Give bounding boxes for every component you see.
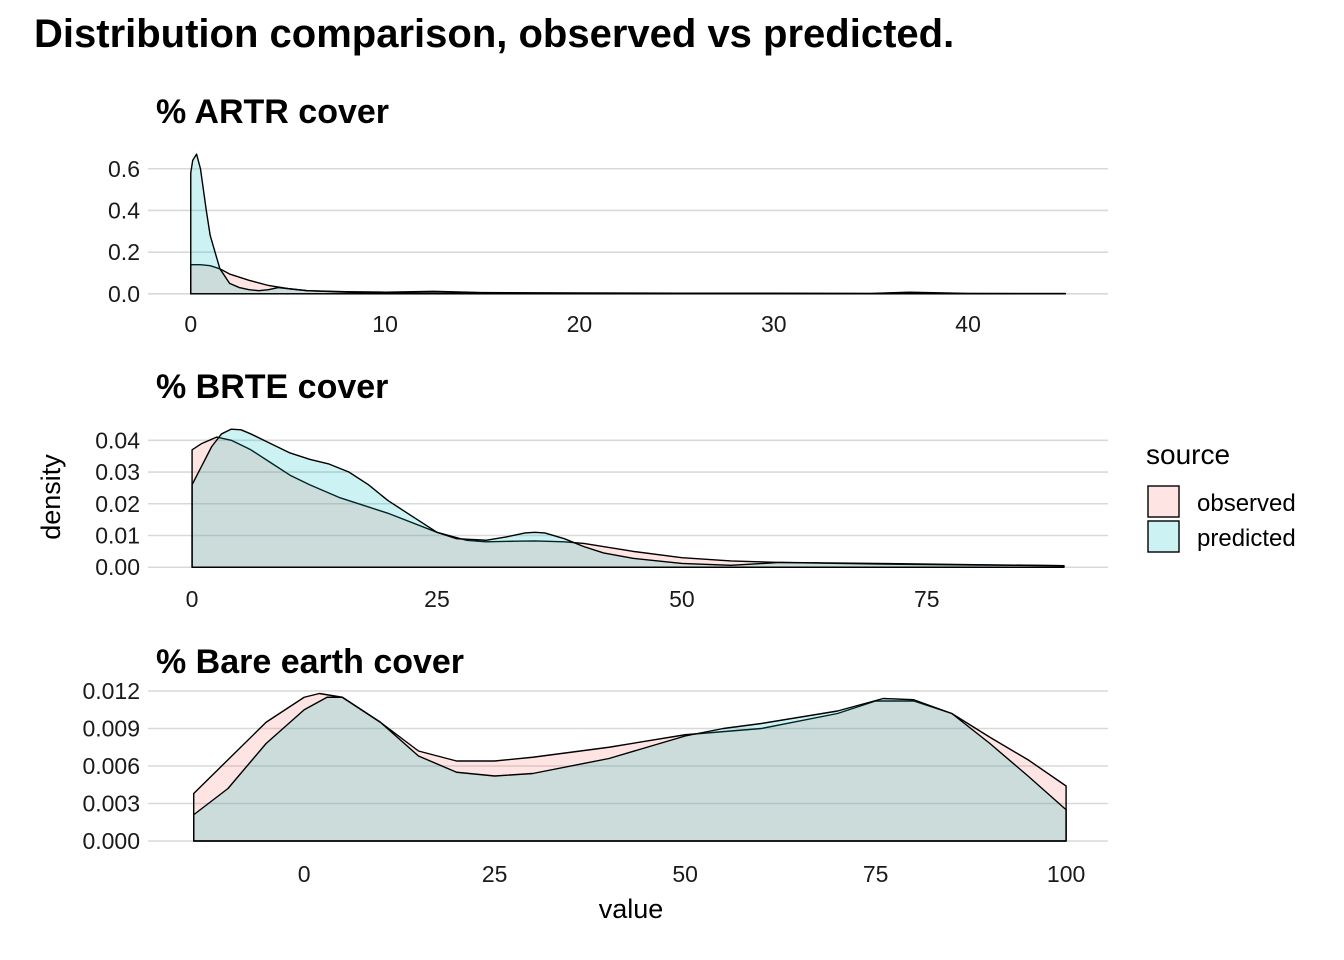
y-tick-label: 0.2 bbox=[108, 239, 140, 265]
y-tick-label: 0.6 bbox=[108, 156, 140, 182]
panel-1: % ARTR cover 0.0 0.2 0.4 0.6 0 10 20 30 40 bbox=[108, 93, 1108, 337]
legend-key-predicted bbox=[1147, 520, 1180, 553]
x-tick-label: 75 bbox=[914, 586, 940, 612]
x-tick-label: 30 bbox=[761, 311, 787, 337]
panel-title: % Bare earth cover bbox=[156, 643, 464, 681]
x-tick-label: 100 bbox=[1047, 861, 1085, 887]
y-axis-title: density bbox=[36, 454, 66, 540]
x-tick-label: 0 bbox=[184, 311, 197, 337]
x-tick-label: 20 bbox=[567, 311, 593, 337]
y-tick-label: 0.03 bbox=[95, 459, 140, 485]
legend-label-predicted: predicted bbox=[1197, 525, 1296, 552]
y-tick-label: 0.0 bbox=[108, 281, 140, 307]
density-area-predicted bbox=[191, 428, 1065, 568]
x-axis-title: value bbox=[599, 894, 664, 924]
density-area-predicted bbox=[190, 153, 1066, 295]
x-tick-label: 25 bbox=[482, 861, 508, 887]
chart-title: Distribution comparison, observed vs pre… bbox=[34, 12, 955, 56]
y-tick-label: 0.4 bbox=[108, 197, 140, 223]
x-tick-label: 0 bbox=[186, 586, 199, 612]
panel-3: % Bare earth cover 0.000 0.003 0.006 0.009 0.… bbox=[82, 643, 1108, 887]
y-tick-label: 0.003 bbox=[82, 791, 140, 817]
y-tick-label: 0.01 bbox=[95, 523, 140, 549]
panel-title: % BRTE cover bbox=[156, 368, 388, 406]
y-tick-label: 0.04 bbox=[95, 427, 140, 453]
x-tick-label: 50 bbox=[669, 586, 695, 612]
x-tick-label: 50 bbox=[672, 861, 698, 887]
legend-title: source bbox=[1146, 439, 1230, 470]
x-tick-label: 0 bbox=[298, 861, 311, 887]
y-tick-label: 0.00 bbox=[95, 554, 140, 580]
legend-key-observed bbox=[1147, 485, 1180, 518]
panel-title: % ARTR cover bbox=[156, 93, 389, 131]
x-tick-label: 25 bbox=[424, 586, 450, 612]
panel-2: % BRTE cover 0.00 0.01 0.02 0.03 0.04 0 25 50 75 bbox=[95, 368, 1108, 612]
y-tick-label: 0.006 bbox=[82, 753, 140, 779]
density-area-observed bbox=[190, 263, 1066, 295]
x-tick-label: 40 bbox=[955, 311, 981, 337]
y-tick-label: 0.000 bbox=[82, 828, 140, 854]
y-tick-label: 0.009 bbox=[82, 716, 140, 742]
legend: source observed predicted bbox=[1146, 439, 1296, 553]
density-area-observed bbox=[193, 692, 1067, 842]
legend-label-observed: observed bbox=[1197, 490, 1296, 517]
x-tick-label: 75 bbox=[863, 861, 889, 887]
y-tick-label: 0.012 bbox=[82, 678, 140, 704]
panels: % ARTR cover 0.0 0.2 0.4 0.6 0 10 20 30 40 % BRTE … bbox=[82, 93, 1108, 887]
y-tick-label: 0.02 bbox=[95, 491, 140, 517]
x-tick-label: 10 bbox=[372, 311, 398, 337]
density-area-predicted bbox=[193, 696, 1067, 842]
